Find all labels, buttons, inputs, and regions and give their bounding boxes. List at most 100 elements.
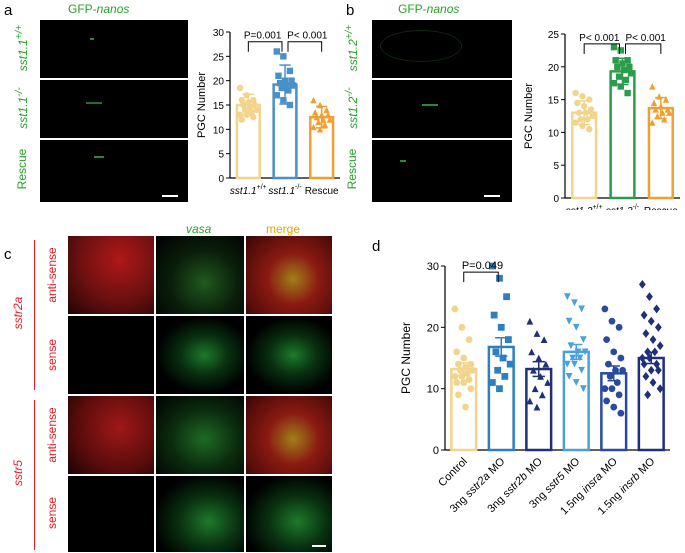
data-point (465, 376, 473, 383)
group-label-sstr2a: sstr2a (11, 296, 25, 330)
data-point (460, 354, 468, 362)
data-point (488, 262, 496, 270)
data-point (455, 360, 462, 368)
data-point (503, 293, 510, 301)
y-tick-label: 30 (213, 28, 225, 39)
data-point (463, 369, 471, 377)
data-point (617, 409, 625, 417)
data-point (565, 373, 573, 380)
data-point (574, 348, 582, 356)
data-point (280, 96, 287, 104)
significance-bracket (247, 41, 283, 52)
data-point (572, 323, 580, 331)
data-point (313, 113, 320, 121)
data-point (490, 311, 498, 319)
data-point (610, 43, 618, 51)
micrograph-b-2 (372, 80, 512, 138)
y-tick-label: 5 (553, 161, 559, 172)
data-point (530, 366, 537, 374)
micrograph-c-4-red (68, 476, 154, 552)
micrograph-c-1-merge (246, 236, 332, 314)
micrograph-a-1 (40, 20, 188, 78)
panel-letter-d: d (372, 238, 381, 255)
data-point (651, 347, 659, 357)
data-point (531, 385, 539, 393)
data-point (647, 316, 655, 326)
data-point (236, 111, 244, 118)
y-tick-label: 30 (427, 261, 439, 273)
data-point (649, 83, 656, 90)
data-point (467, 360, 475, 368)
panel-b-title-prefix: GFP- (398, 2, 427, 16)
data-point (578, 366, 585, 374)
data-point (245, 99, 252, 106)
data-point (624, 57, 631, 64)
data-point (579, 336, 587, 343)
data-point (238, 96, 245, 104)
data-point (617, 354, 625, 362)
data-point (571, 299, 578, 307)
data-point (610, 80, 618, 87)
data-point (581, 348, 589, 356)
data-point (286, 67, 294, 75)
data-point (610, 403, 618, 411)
data-point (451, 373, 459, 380)
data-point (563, 293, 571, 301)
data-point (497, 323, 505, 331)
data-point (289, 82, 297, 89)
micrograph-c-2-green (156, 316, 244, 394)
y-tick-label: 10 (548, 128, 560, 139)
data-point (586, 125, 593, 133)
col-label-merge: merge (266, 222, 301, 236)
row-label-c-4: sense (45, 496, 59, 530)
x-tick-label: Control (436, 456, 470, 490)
data-point (280, 53, 287, 60)
data-point (533, 403, 541, 411)
data-point (275, 72, 282, 79)
significance-bracket (287, 41, 323, 52)
data-point (526, 397, 534, 405)
data-point (615, 391, 623, 399)
data-point (238, 116, 245, 123)
data-point (467, 385, 475, 393)
data-point (494, 366, 502, 374)
data-point (578, 305, 585, 313)
micrograph-c-1-green (156, 236, 244, 314)
data-point (646, 292, 653, 302)
data-point (544, 379, 552, 386)
data-point (563, 360, 571, 368)
y-tick-label: 15 (548, 96, 560, 107)
data-point (533, 330, 541, 337)
scale-bar (484, 195, 500, 197)
data-point (496, 385, 503, 393)
col-label-vasa: vasa (186, 222, 212, 236)
micrograph-c-3-green (156, 396, 244, 474)
data-point (458, 373, 466, 380)
data-point (571, 360, 578, 368)
data-point (528, 348, 536, 356)
micrograph-a-3 (40, 140, 188, 202)
data-point (615, 323, 623, 331)
y-tick-label: 10 (213, 125, 225, 136)
data-point (316, 101, 324, 109)
micrograph-c-4-green (156, 476, 244, 552)
data-point (458, 323, 466, 331)
panel-a-title: GFP-nanos (68, 2, 129, 16)
data-point (326, 116, 334, 123)
panel-letter-b: b (346, 2, 355, 19)
data-point (589, 112, 596, 120)
y-tick-label: 25 (548, 30, 560, 41)
significance-bracket (583, 43, 620, 54)
data-point (288, 77, 295, 84)
data-point (640, 310, 648, 320)
data-point (504, 336, 512, 343)
row-label-c-1: anti-sense (45, 247, 59, 303)
group-label-sstr5: sstr5 (11, 460, 25, 487)
data-point (653, 304, 660, 314)
scale-bar (162, 195, 178, 197)
data-point (286, 101, 294, 109)
data-point (619, 366, 627, 374)
data-point (626, 63, 633, 70)
scale-bar (312, 545, 326, 547)
data-point (273, 92, 281, 99)
